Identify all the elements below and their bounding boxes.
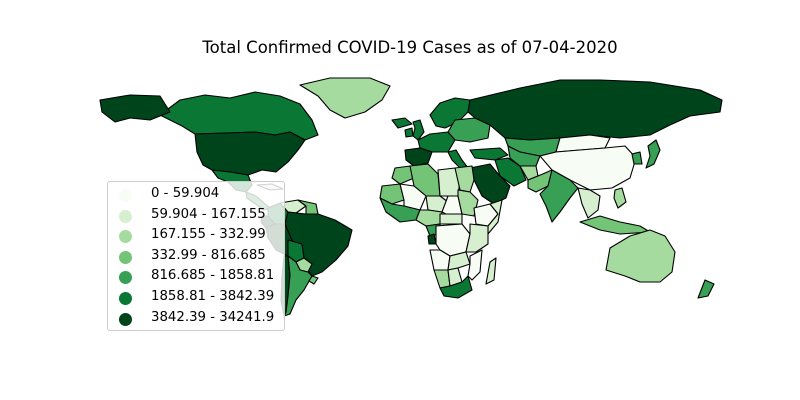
region-india	[539, 169, 579, 223]
region-indonesia	[579, 215, 651, 235]
legend-item: 1858.81 - 3842.39	[108, 288, 284, 309]
region-philippines	[613, 187, 627, 209]
legend-label: 167.155 - 332.99	[151, 227, 266, 243]
region-sudan	[457, 189, 479, 217]
region-south-africa	[439, 275, 473, 299]
region-gabon	[427, 233, 437, 245]
legend-swatch-icon	[119, 271, 132, 285]
legend-swatch-icon	[119, 250, 132, 264]
region-mozambique	[467, 249, 483, 281]
legend-label: 816.685 - 1858.81	[151, 268, 275, 284]
region-saudi-arabia	[469, 163, 511, 205]
region-spain	[404, 147, 433, 167]
legend-item: 332.99 - 816.685	[108, 247, 284, 268]
region-alaska	[99, 94, 171, 123]
region-greenland	[299, 77, 391, 119]
region-central-african-republic	[439, 213, 463, 225]
legend-label: 1858.81 - 3842.39	[151, 288, 275, 304]
region-new-zealand	[697, 279, 715, 299]
legend-label: 59.904 - 167.155	[151, 206, 266, 222]
map-title: Total Confirmed COVID-19 Cases as of 07-…	[202, 38, 618, 57]
region-southeast-asia	[577, 187, 601, 219]
region-argentina	[283, 255, 313, 317]
legend-item: 59.904 - 167.155	[108, 206, 284, 227]
legend-label: 3842.39 - 34241.9	[151, 309, 275, 325]
region-venezuela	[279, 199, 307, 214]
region-japan	[645, 139, 661, 169]
countries-layer	[99, 77, 723, 317]
region-united-kingdom	[412, 119, 425, 141]
region-iceland	[391, 117, 413, 129]
legend-label: 0 - 59.904	[151, 186, 220, 201]
region-mauritania	[379, 183, 405, 205]
legend-label: 332.99 - 816.685	[151, 247, 266, 263]
region-nigeria	[415, 209, 443, 227]
legend-swatch-icon	[119, 312, 132, 326]
region-turkey	[469, 147, 509, 161]
legend-swatch-icon	[119, 189, 132, 202]
legend-item: 167.155 - 332.99	[108, 226, 284, 247]
legend-swatch-icon	[119, 230, 132, 244]
legend-item: 816.685 - 1858.81	[108, 267, 284, 288]
region-morocco	[391, 165, 415, 185]
legend-item: 3842.39 - 34241.9	[108, 309, 284, 330]
region-korea	[631, 151, 643, 165]
region-united-states	[194, 131, 306, 176]
region-namibia	[433, 269, 451, 289]
region-italy	[447, 149, 469, 169]
region-east-africa	[465, 223, 489, 253]
region-russia	[467, 79, 723, 141]
region-madagascar	[485, 257, 497, 285]
region-egypt	[454, 165, 475, 193]
region-uruguay	[308, 275, 319, 285]
legend-swatch-icon	[119, 209, 132, 223]
region-australia	[605, 229, 676, 283]
legend-swatch-icon	[119, 291, 132, 305]
region-zambia	[447, 251, 471, 271]
legend-item: 0 - 59.904	[108, 185, 284, 206]
legend: 0 - 59.904 59.904 - 167.155 167.155 - 332.…	[107, 181, 285, 331]
region-ireland	[404, 127, 414, 138]
